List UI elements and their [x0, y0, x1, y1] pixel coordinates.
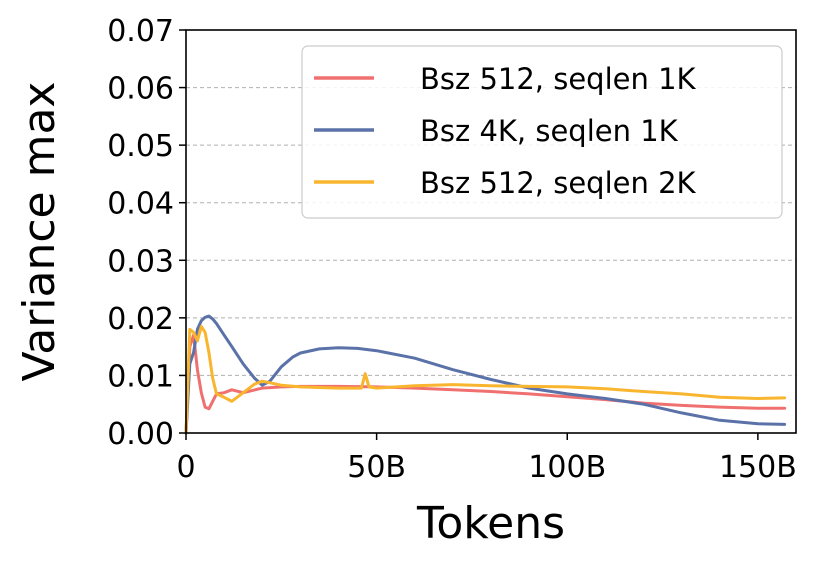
legend-box: [301, 45, 783, 219]
legend-label-1: Bsz 512, seqlen 1K: [420, 62, 697, 96]
y-tick-label: 0.00: [107, 417, 174, 452]
y-axis-ticks: 0.00 0.01 0.02 0.03 0.04 0.05 0.06 0.07: [107, 14, 186, 452]
y-tick-label: 0.04: [107, 187, 174, 222]
series-line-2: [184, 314, 787, 435]
legend-label-3: Bsz 512, seqlen 2K: [420, 166, 697, 200]
y-tick-label: 0.02: [107, 302, 174, 337]
plot-frame: [185, 29, 797, 434]
x-axis-title: Tokens: [416, 498, 565, 549]
series-line-3: [184, 325, 787, 435]
y-tick-label: 0.01: [107, 359, 174, 394]
x-tick-label: 100B: [528, 450, 606, 485]
y-tick-label: 0.03: [107, 244, 174, 279]
x-tick-label: 0: [176, 450, 195, 485]
y-axis-title: Variance max: [14, 82, 65, 382]
y-tick-label: 0.05: [107, 129, 174, 164]
legend-label-2: Bsz 4K, seqlen 1K: [420, 114, 679, 148]
series-lines: [184, 314, 787, 435]
x-tick-label: 150B: [719, 450, 797, 485]
y-tick-label: 0.07: [107, 14, 174, 49]
y-tick-label: 0.06: [107, 72, 174, 107]
legend: Bsz 512, seqlen 1K Bsz 4K, seqlen 1K Bsz 5…: [301, 45, 783, 219]
x-axis-ticks: 0 50B 100B 150B: [176, 433, 797, 485]
x-tick-label: 50B: [347, 450, 406, 485]
